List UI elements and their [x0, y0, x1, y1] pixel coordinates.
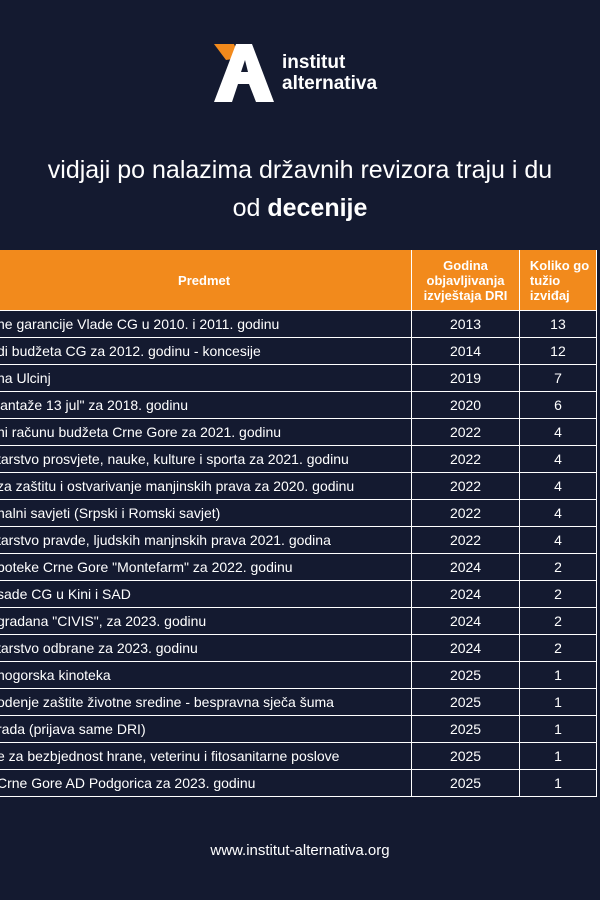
table-header-row: Predmet Godina objavljivanja izvještaja … — [0, 250, 598, 311]
table-row: rada (prijava same DRI) 2025 1 — [0, 715, 598, 743]
cell-count: 4 — [519, 418, 598, 446]
table-row: tarstvo odbrane za 2023. godinu 2024 2 — [0, 634, 598, 662]
cell-year: 2024 — [411, 580, 520, 608]
column-header-year: Godina objavljivanja izvještaja DRI — [411, 250, 520, 311]
cell-year: 2024 — [411, 634, 520, 662]
table-row: gradana "CIVIS", za 2023. godinu 2024 2 — [0, 607, 598, 635]
cell-subject: rada (prijava same DRI) — [0, 715, 413, 743]
investigations-table: Predmet Godina objavljivanja izvještaja … — [0, 250, 598, 797]
cell-subject: nogorska kinoteka — [0, 661, 413, 689]
cell-year: 2025 — [411, 742, 520, 770]
cell-subject: tarstvo prosvjete, nauke, kulture i spor… — [0, 445, 413, 473]
cell-year: 2022 — [411, 472, 520, 500]
cell-count: 6 — [519, 391, 598, 419]
cell-year: 2025 — [411, 661, 520, 689]
column-header-count: Koliko go tužio izviđaj — [519, 250, 598, 311]
cell-subject: tarstvo pravde, ljudskih manjnskih prava… — [0, 526, 413, 554]
cell-count: 7 — [519, 364, 598, 392]
cell-count: 4 — [519, 499, 598, 527]
table-row: sade CG u Kini i SAD 2024 2 — [0, 580, 598, 608]
cell-subject: odenje zaštite životne sredine - besprav… — [0, 688, 413, 716]
cell-subject: lantaže 13 jul" za 2018. godinu — [0, 391, 413, 419]
cell-subject: tarstvo odbrane za 2023. godinu — [0, 634, 413, 662]
brand-name-line2: alternativa — [282, 73, 378, 94]
cell-count: 1 — [519, 688, 598, 716]
cell-subject: Crne Gore AD Podgorica za 2023. godinu — [0, 769, 413, 797]
cell-count: 2 — [519, 607, 598, 635]
cell-count: 13 — [519, 310, 598, 338]
table-row: nalni savjeti (Srpski i Romski savjet) 20… — [0, 499, 598, 527]
table-body: ne garancije Vlade CG u 2010. i 2011. go… — [0, 310, 598, 797]
cell-year: 2025 — [411, 688, 520, 716]
cell-year: 2013 — [411, 310, 520, 338]
cell-year: 2024 — [411, 607, 520, 635]
table-row: e za bezbjednost hrane, veterinu i fitos… — [0, 742, 598, 770]
cell-year: 2022 — [411, 445, 520, 473]
cell-year: 2022 — [411, 499, 520, 527]
cell-year: 2022 — [411, 526, 520, 554]
cell-count: 1 — [519, 661, 598, 689]
table-row: ni računu budžeta Crne Gore za 2021. god… — [0, 418, 598, 446]
cell-count: 2 — [519, 634, 598, 662]
table-row: za zaštitu i ostvarivanje manjinskih pra… — [0, 472, 598, 500]
cell-count: 1 — [519, 769, 598, 797]
table-row: di budžeta CG za 2012. godinu - koncesij… — [0, 337, 598, 365]
cell-subject: na Ulcinj — [0, 364, 413, 392]
table-row: lantaže 13 jul" za 2018. godinu 2020 6 — [0, 391, 598, 419]
cell-count: 4 — [519, 526, 598, 554]
title-line-2: od decenije — [0, 190, 600, 226]
cell-year: 2025 — [411, 769, 520, 797]
cell-count: 12 — [519, 337, 598, 365]
cell-count: 1 — [519, 742, 598, 770]
cell-subject: za zaštitu i ostvarivanje manjinskih pra… — [0, 472, 413, 500]
cell-count: 1 — [519, 715, 598, 743]
cell-subject: di budžeta CG za 2012. godinu - koncesij… — [0, 337, 413, 365]
cell-subject: ne garancije Vlade CG u 2010. i 2011. go… — [0, 310, 413, 338]
title-emphasis: decenije — [267, 194, 368, 222]
brand-name: institut alternativa — [282, 52, 377, 94]
cell-subject: sade CG u Kini i SAD — [0, 580, 413, 608]
table-row: ne garancije Vlade CG u 2010. i 2011. go… — [0, 310, 598, 338]
table-row: tarstvo prosvjete, nauke, kulture i spor… — [0, 445, 598, 473]
brand-name-line1: institut — [282, 52, 346, 73]
cell-count: 4 — [519, 445, 598, 473]
cell-year: 2022 — [411, 418, 520, 446]
title-line-1: vidjaji po nalazima državnih revizora tr… — [47, 156, 553, 184]
table-row: odenje zaštite životne sredine - besprav… — [0, 688, 598, 716]
cell-subject: e za bezbjednost hrane, veterinu i fitos… — [0, 742, 413, 770]
brand-logo: institut alternativa — [212, 40, 377, 106]
title-line-2-prefix: od — [232, 194, 268, 222]
table-row: tarstvo pravde, ljudskih manjnskih prava… — [0, 526, 598, 554]
cell-count: 2 — [519, 553, 598, 581]
cell-year: 2020 — [411, 391, 520, 419]
cell-year: 2019 — [411, 364, 520, 392]
cell-year: 2014 — [411, 337, 520, 365]
cell-subject: boteke Crne Gore "Montefarm" za 2022. go… — [0, 553, 413, 581]
table-row: nogorska kinoteka 2025 1 — [0, 661, 598, 689]
table-row: Crne Gore AD Podgorica za 2023. godinu 20… — [0, 769, 598, 797]
table-row: na Ulcinj 2019 7 — [0, 364, 598, 392]
logo-mark-icon — [214, 44, 274, 102]
table-row: boteke Crne Gore "Montefarm" za 2022. go… — [0, 553, 598, 581]
cell-subject: gradana "CIVIS", za 2023. godinu — [0, 607, 413, 635]
cell-year: 2025 — [411, 715, 520, 743]
cell-subject: nalni savjeti (Srpski i Romski savjet) — [0, 499, 413, 527]
cell-count: 2 — [519, 580, 598, 608]
cell-count: 4 — [519, 472, 598, 500]
column-header-subject: Predmet — [0, 250, 413, 311]
footer-url: www.institut-alternativa.org — [210, 842, 390, 859]
cell-subject: ni računu budžeta Crne Gore za 2021. god… — [0, 418, 413, 446]
cell-year: 2024 — [411, 553, 520, 581]
